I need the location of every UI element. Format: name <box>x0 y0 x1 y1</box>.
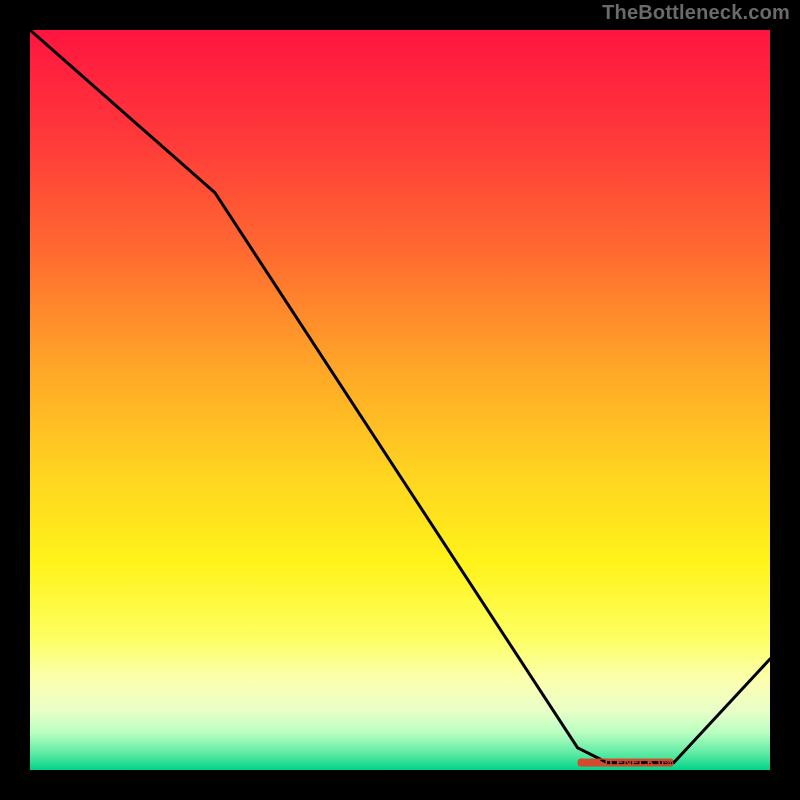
bottleneck-marker-label: BOTTLENECK 0% <box>580 757 674 769</box>
chart-canvas: TheBottleneck.com BOTTLENECK 0% <box>0 0 800 800</box>
bottleneck-chart <box>0 0 800 800</box>
watermark-text: TheBottleneck.com <box>602 2 790 25</box>
